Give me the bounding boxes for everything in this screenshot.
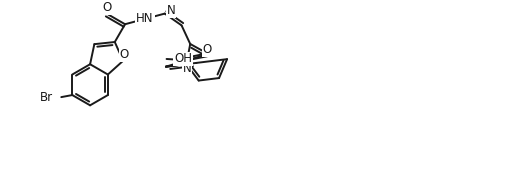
Text: N: N [183,62,191,75]
Text: OH: OH [174,52,192,65]
Text: O: O [203,43,212,56]
Text: HN: HN [136,12,153,25]
Text: O: O [120,48,128,61]
Text: N: N [166,4,175,17]
Text: O: O [102,1,112,14]
Text: Br: Br [40,91,53,104]
